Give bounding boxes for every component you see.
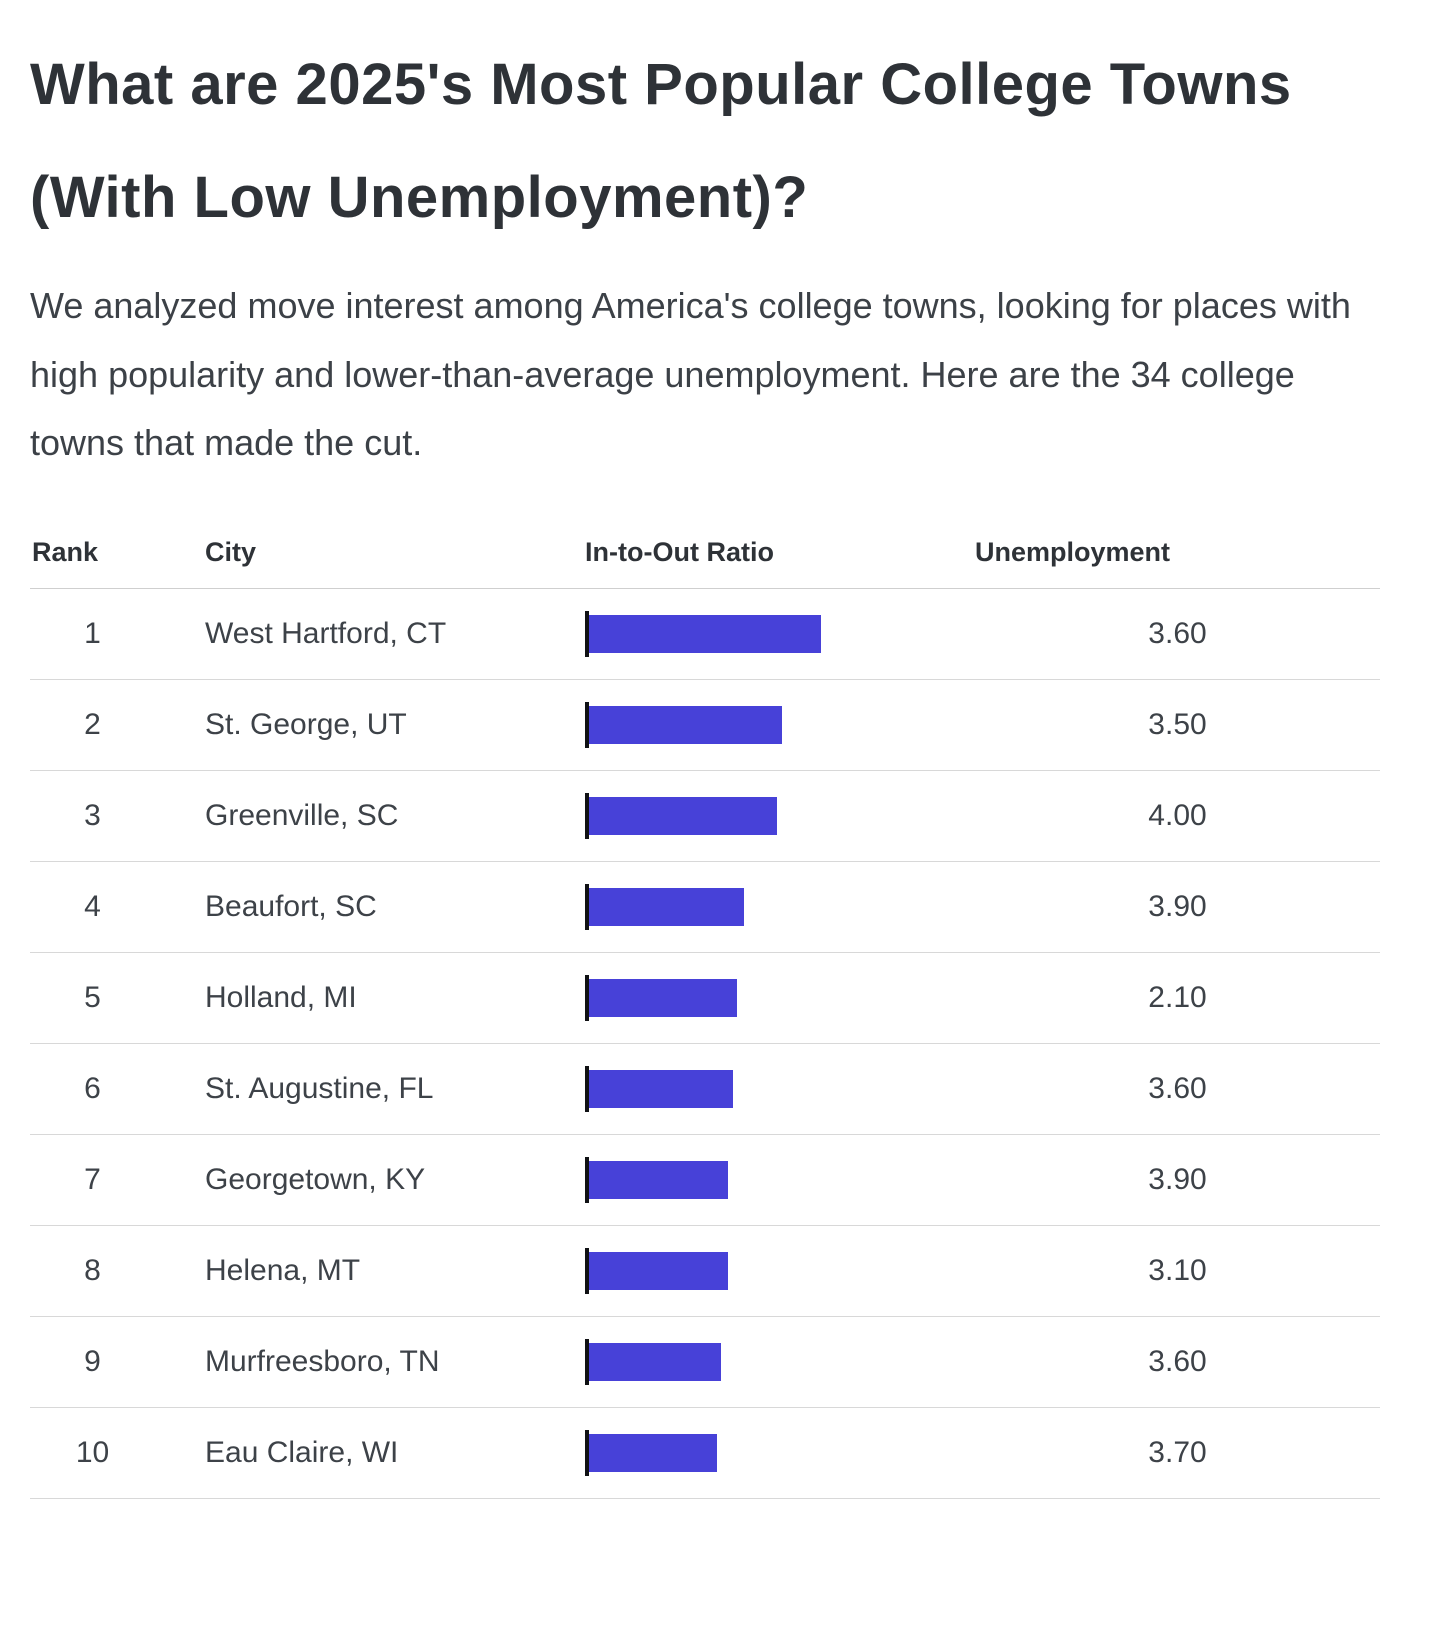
rank-value: 1: [84, 617, 101, 651]
rank-value: 7: [84, 1163, 101, 1197]
header-ratio: In-to-Out Ratio: [585, 537, 774, 568]
ratio-bar: [589, 979, 737, 1018]
page-title: What are 2025's Most Popular College Tow…: [30, 52, 1292, 231]
table-row: 2 St. George, UT 3.50: [30, 680, 1380, 772]
bar-axis-tick: [585, 1066, 589, 1113]
ratio-bar: [589, 1161, 728, 1200]
unemployment-value: 3.90: [1148, 1163, 1207, 1197]
city-name: Holland, MI: [205, 981, 357, 1015]
ratio-bar: [589, 797, 777, 836]
rank-value: 3: [84, 799, 101, 833]
bar-axis-tick: [585, 975, 589, 1022]
rank-value: 4: [84, 890, 101, 924]
table-header-row: Rank City In-to-Out Ratio Unemployment: [30, 517, 1380, 590]
bar-axis-tick: [585, 702, 589, 749]
bar-axis-tick: [585, 1157, 589, 1204]
unemployment-value: 3.90: [1148, 890, 1207, 924]
ratio-cell: [585, 1408, 975, 1498]
city-name: Beaufort, SC: [205, 890, 377, 924]
rank-value: 5: [84, 981, 101, 1015]
ratio-bar: [589, 1252, 728, 1291]
ratio-cell: [585, 680, 975, 770]
ratio-cell: [585, 1317, 975, 1407]
ratio-bar: [589, 1434, 717, 1473]
city-name: St. George, UT: [205, 708, 407, 742]
unemployment-value: 3.70: [1148, 1436, 1207, 1470]
city-name: Eau Claire, WI: [205, 1436, 399, 1470]
unemployment-value: 3.60: [1148, 1072, 1207, 1106]
ratio-bar: [589, 1070, 733, 1109]
rank-value: 10: [75, 1436, 110, 1470]
bar-axis-tick: [585, 611, 589, 658]
ratio-bar: [589, 1343, 721, 1382]
ratio-cell: [585, 1135, 975, 1225]
bar-axis-tick: [585, 793, 589, 840]
unemployment-value: 4.00: [1148, 799, 1207, 833]
table-row: 5 Holland, MI 2.10: [30, 953, 1380, 1045]
city-name: Georgetown, KY: [205, 1163, 426, 1197]
college-towns-table: Rank City In-to-Out Ratio Unemployment 1…: [30, 517, 1380, 1500]
table-row: 10 Eau Claire, WI 3.70: [30, 1408, 1380, 1500]
rank-value: 8: [84, 1254, 101, 1288]
table-row: 1 West Hartford, CT 3.60: [30, 589, 1380, 681]
table-row: 8 Helena, MT 3.10: [30, 1226, 1380, 1318]
ratio-cell: [585, 862, 975, 952]
header-unemployment: Unemployment: [975, 537, 1171, 568]
ratio-cell: [585, 589, 975, 679]
city-name: Helena, MT: [205, 1254, 361, 1288]
table-row: 4 Beaufort, SC 3.90: [30, 862, 1380, 954]
city-name: Greenville, SC: [205, 799, 399, 833]
table-row: 3 Greenville, SC 4.00: [30, 771, 1380, 863]
rank-value: 9: [84, 1345, 101, 1379]
rank-value: 6: [84, 1072, 101, 1106]
table-row: 6 St. Augustine, FL 3.60: [30, 1044, 1380, 1136]
header-rank: Rank: [32, 537, 99, 568]
city-name: St. Augustine, FL: [205, 1072, 434, 1106]
bar-axis-tick: [585, 1430, 589, 1477]
ratio-bar: [589, 888, 744, 927]
city-name: West Hartford, CT: [205, 617, 447, 651]
ratio-cell: [585, 1044, 975, 1134]
rank-value: 2: [84, 708, 101, 742]
unemployment-value: 3.50: [1148, 708, 1207, 742]
header-city: City: [205, 537, 257, 568]
table-row: 7 Georgetown, KY 3.90: [30, 1135, 1380, 1227]
ratio-cell: [585, 771, 975, 861]
ratio-cell: [585, 953, 975, 1043]
bar-axis-tick: [585, 884, 589, 931]
unemployment-value: 2.10: [1148, 981, 1207, 1015]
page-subtitle: We analyzed move interest among America'…: [30, 285, 1351, 463]
bar-axis-tick: [585, 1339, 589, 1386]
ratio-bar: [589, 706, 782, 745]
unemployment-value: 3.10: [1148, 1254, 1207, 1288]
unemployment-value: 3.60: [1148, 617, 1207, 651]
ratio-bar: [589, 615, 821, 654]
city-name: Murfreesboro, TN: [205, 1345, 440, 1379]
table-row: 9 Murfreesboro, TN 3.60: [30, 1317, 1380, 1409]
table-body: 1 West Hartford, CT 3.60 2 St. George, U…: [30, 589, 1380, 1500]
ratio-cell: [585, 1226, 975, 1316]
unemployment-value: 3.60: [1148, 1345, 1207, 1379]
bar-axis-tick: [585, 1248, 589, 1295]
